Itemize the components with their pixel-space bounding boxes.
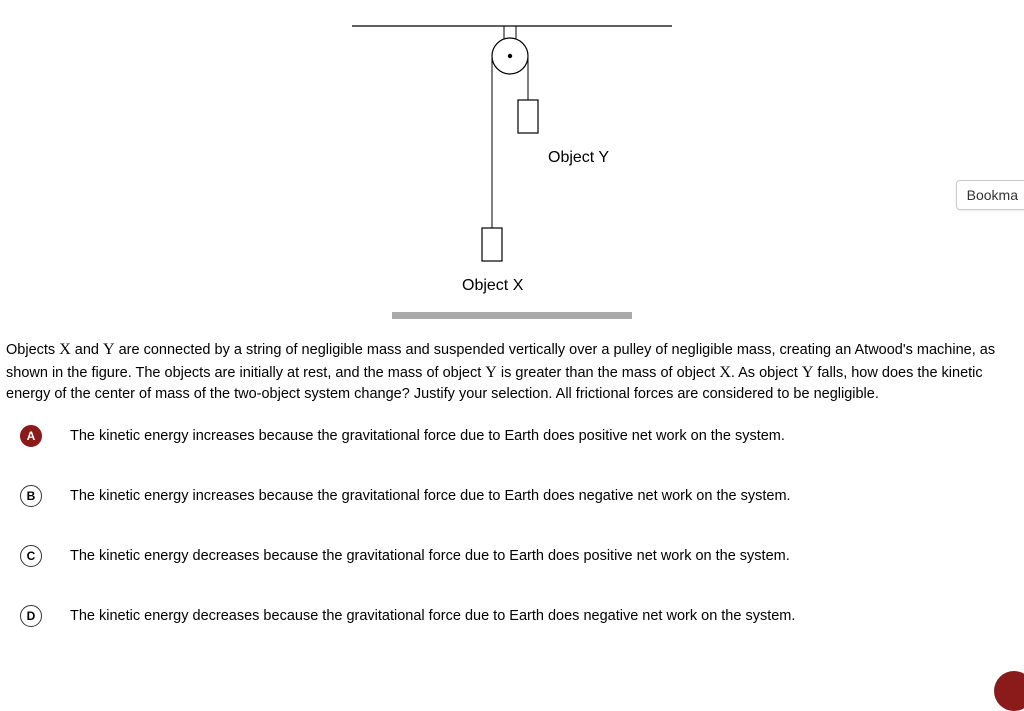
var-x: X [59, 341, 71, 358]
nav-next-button[interactable] [994, 671, 1024, 711]
option-text-a: The kinetic energy increases because the… [70, 428, 785, 444]
option-letter-b[interactable]: B [20, 485, 42, 507]
option-text-d: The kinetic energy decreases because the… [70, 608, 795, 624]
option-letter-c[interactable]: C [20, 545, 42, 567]
option-b[interactable]: B The kinetic energy increases because th… [20, 485, 1004, 507]
option-c[interactable]: C The kinetic energy decreases because th… [20, 545, 1004, 567]
option-d[interactable]: D The kinetic energy decreases because th… [20, 605, 1004, 627]
bookmark-button[interactable]: Bookma [956, 180, 1024, 210]
diagram-area: Object Y Object X Bookma [0, 0, 1024, 330]
option-letter-d[interactable]: D [20, 605, 42, 627]
var-y: Y [103, 341, 115, 358]
option-letter-a[interactable]: A [20, 425, 42, 447]
q-prefix: Objects [6, 342, 59, 358]
q-mid1: and [71, 342, 103, 358]
option-a[interactable]: A The kinetic energy increases because th… [20, 425, 1004, 447]
question-text: Objects X and Y are connected by a strin… [0, 330, 1024, 415]
var-y2: Y [485, 364, 497, 381]
var-x2: X [719, 364, 731, 381]
svg-text:Object Y: Object Y [548, 149, 609, 166]
q-mid4: . As object [731, 365, 802, 381]
option-text-c: The kinetic energy decreases because the… [70, 548, 790, 564]
atwood-diagram: Object Y Object X [332, 0, 692, 325]
options-list: A The kinetic energy increases because th… [0, 415, 1024, 627]
var-y3: Y [802, 364, 814, 381]
svg-text:Object X: Object X [462, 277, 524, 294]
q-mid3: is greater than the mass of object [497, 365, 719, 381]
option-text-b: The kinetic energy increases because the… [70, 488, 791, 504]
